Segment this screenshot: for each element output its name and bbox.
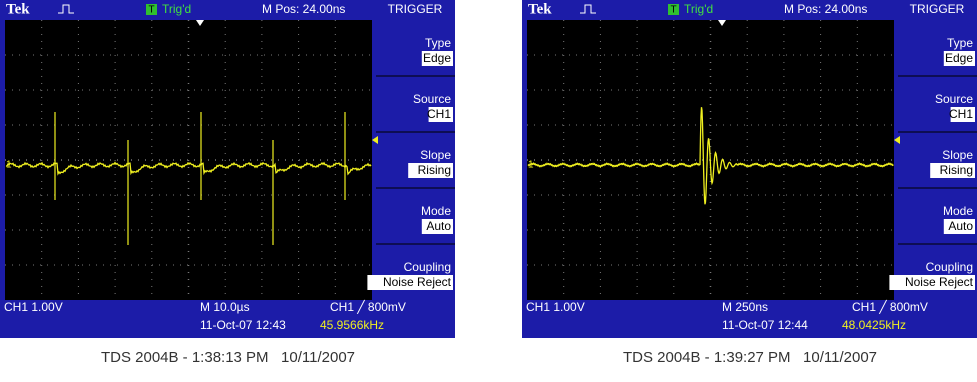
brand: Tek — [528, 1, 552, 17]
menu-value: CH1 — [949, 107, 973, 121]
horizontal-position: M Pos: 24.00ns — [784, 2, 867, 16]
channel-scale: CH1 1.00V — [526, 300, 585, 314]
menu-value: CH1 — [427, 107, 451, 121]
timebase: M 10.0µs — [200, 300, 250, 314]
menu-value: Edge — [423, 51, 451, 65]
caption: TDS 2004B - 1:39:27 PM 10/11/2007 — [623, 349, 877, 366]
menu-value: Rising — [418, 163, 451, 177]
menu-value: Noise Reject — [905, 275, 974, 289]
caption: TDS 2004B - 1:38:13 PM 10/11/2007 — [101, 349, 355, 366]
menu-label: Slope — [420, 148, 451, 162]
menu-label: Mode — [943, 204, 973, 218]
date-time: 11-Oct-07 12:43 — [200, 318, 286, 332]
menu-title: TRIGGER — [388, 2, 443, 16]
menu-value: Rising — [940, 163, 973, 177]
menu-value: Auto — [948, 219, 973, 233]
menu-value: Noise Reject — [383, 275, 452, 289]
menu-label: Slope — [942, 148, 973, 162]
channel-scale: CH1 1.00V — [4, 300, 63, 314]
trigger-badge: T — [148, 5, 154, 16]
menu-title: TRIGGER — [910, 2, 965, 16]
trigger-level: CH1 ╱ 800mV — [852, 299, 928, 314]
screenshot: TekTTrig'dM Pos: 24.00nsTRIGGER1TypeEdge… — [0, 0, 977, 377]
frequency: 45.9566kHz — [320, 318, 384, 332]
brand: Tek — [6, 1, 30, 17]
menu-label: Source — [413, 92, 451, 106]
trigger-status: Trig'd — [684, 2, 713, 16]
date-time: 11-Oct-07 12:44 — [722, 318, 808, 332]
horizontal-position: M Pos: 24.00ns — [262, 2, 345, 16]
trigger-level: CH1 ╱ 800mV — [330, 299, 406, 314]
menu-label: Type — [947, 36, 973, 50]
menu-label: Type — [425, 36, 451, 50]
trigger-badge: T — [670, 5, 676, 16]
timebase: M 250ns — [722, 300, 768, 314]
menu-label: Coupling — [404, 260, 451, 274]
menu-label: Mode — [421, 204, 451, 218]
menu-value: Edge — [945, 51, 973, 65]
trigger-status: Trig'd — [162, 2, 191, 16]
menu-value: Auto — [426, 219, 451, 233]
menu-label: Coupling — [926, 260, 973, 274]
frequency: 48.0425kHz — [842, 318, 906, 332]
menu-label: Source — [935, 92, 973, 106]
